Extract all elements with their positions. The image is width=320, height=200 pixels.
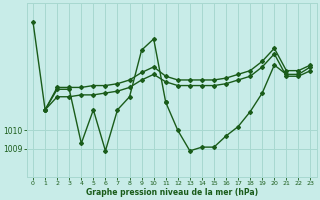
X-axis label: Graphe pression niveau de la mer (hPa): Graphe pression niveau de la mer (hPa): [86, 188, 258, 197]
